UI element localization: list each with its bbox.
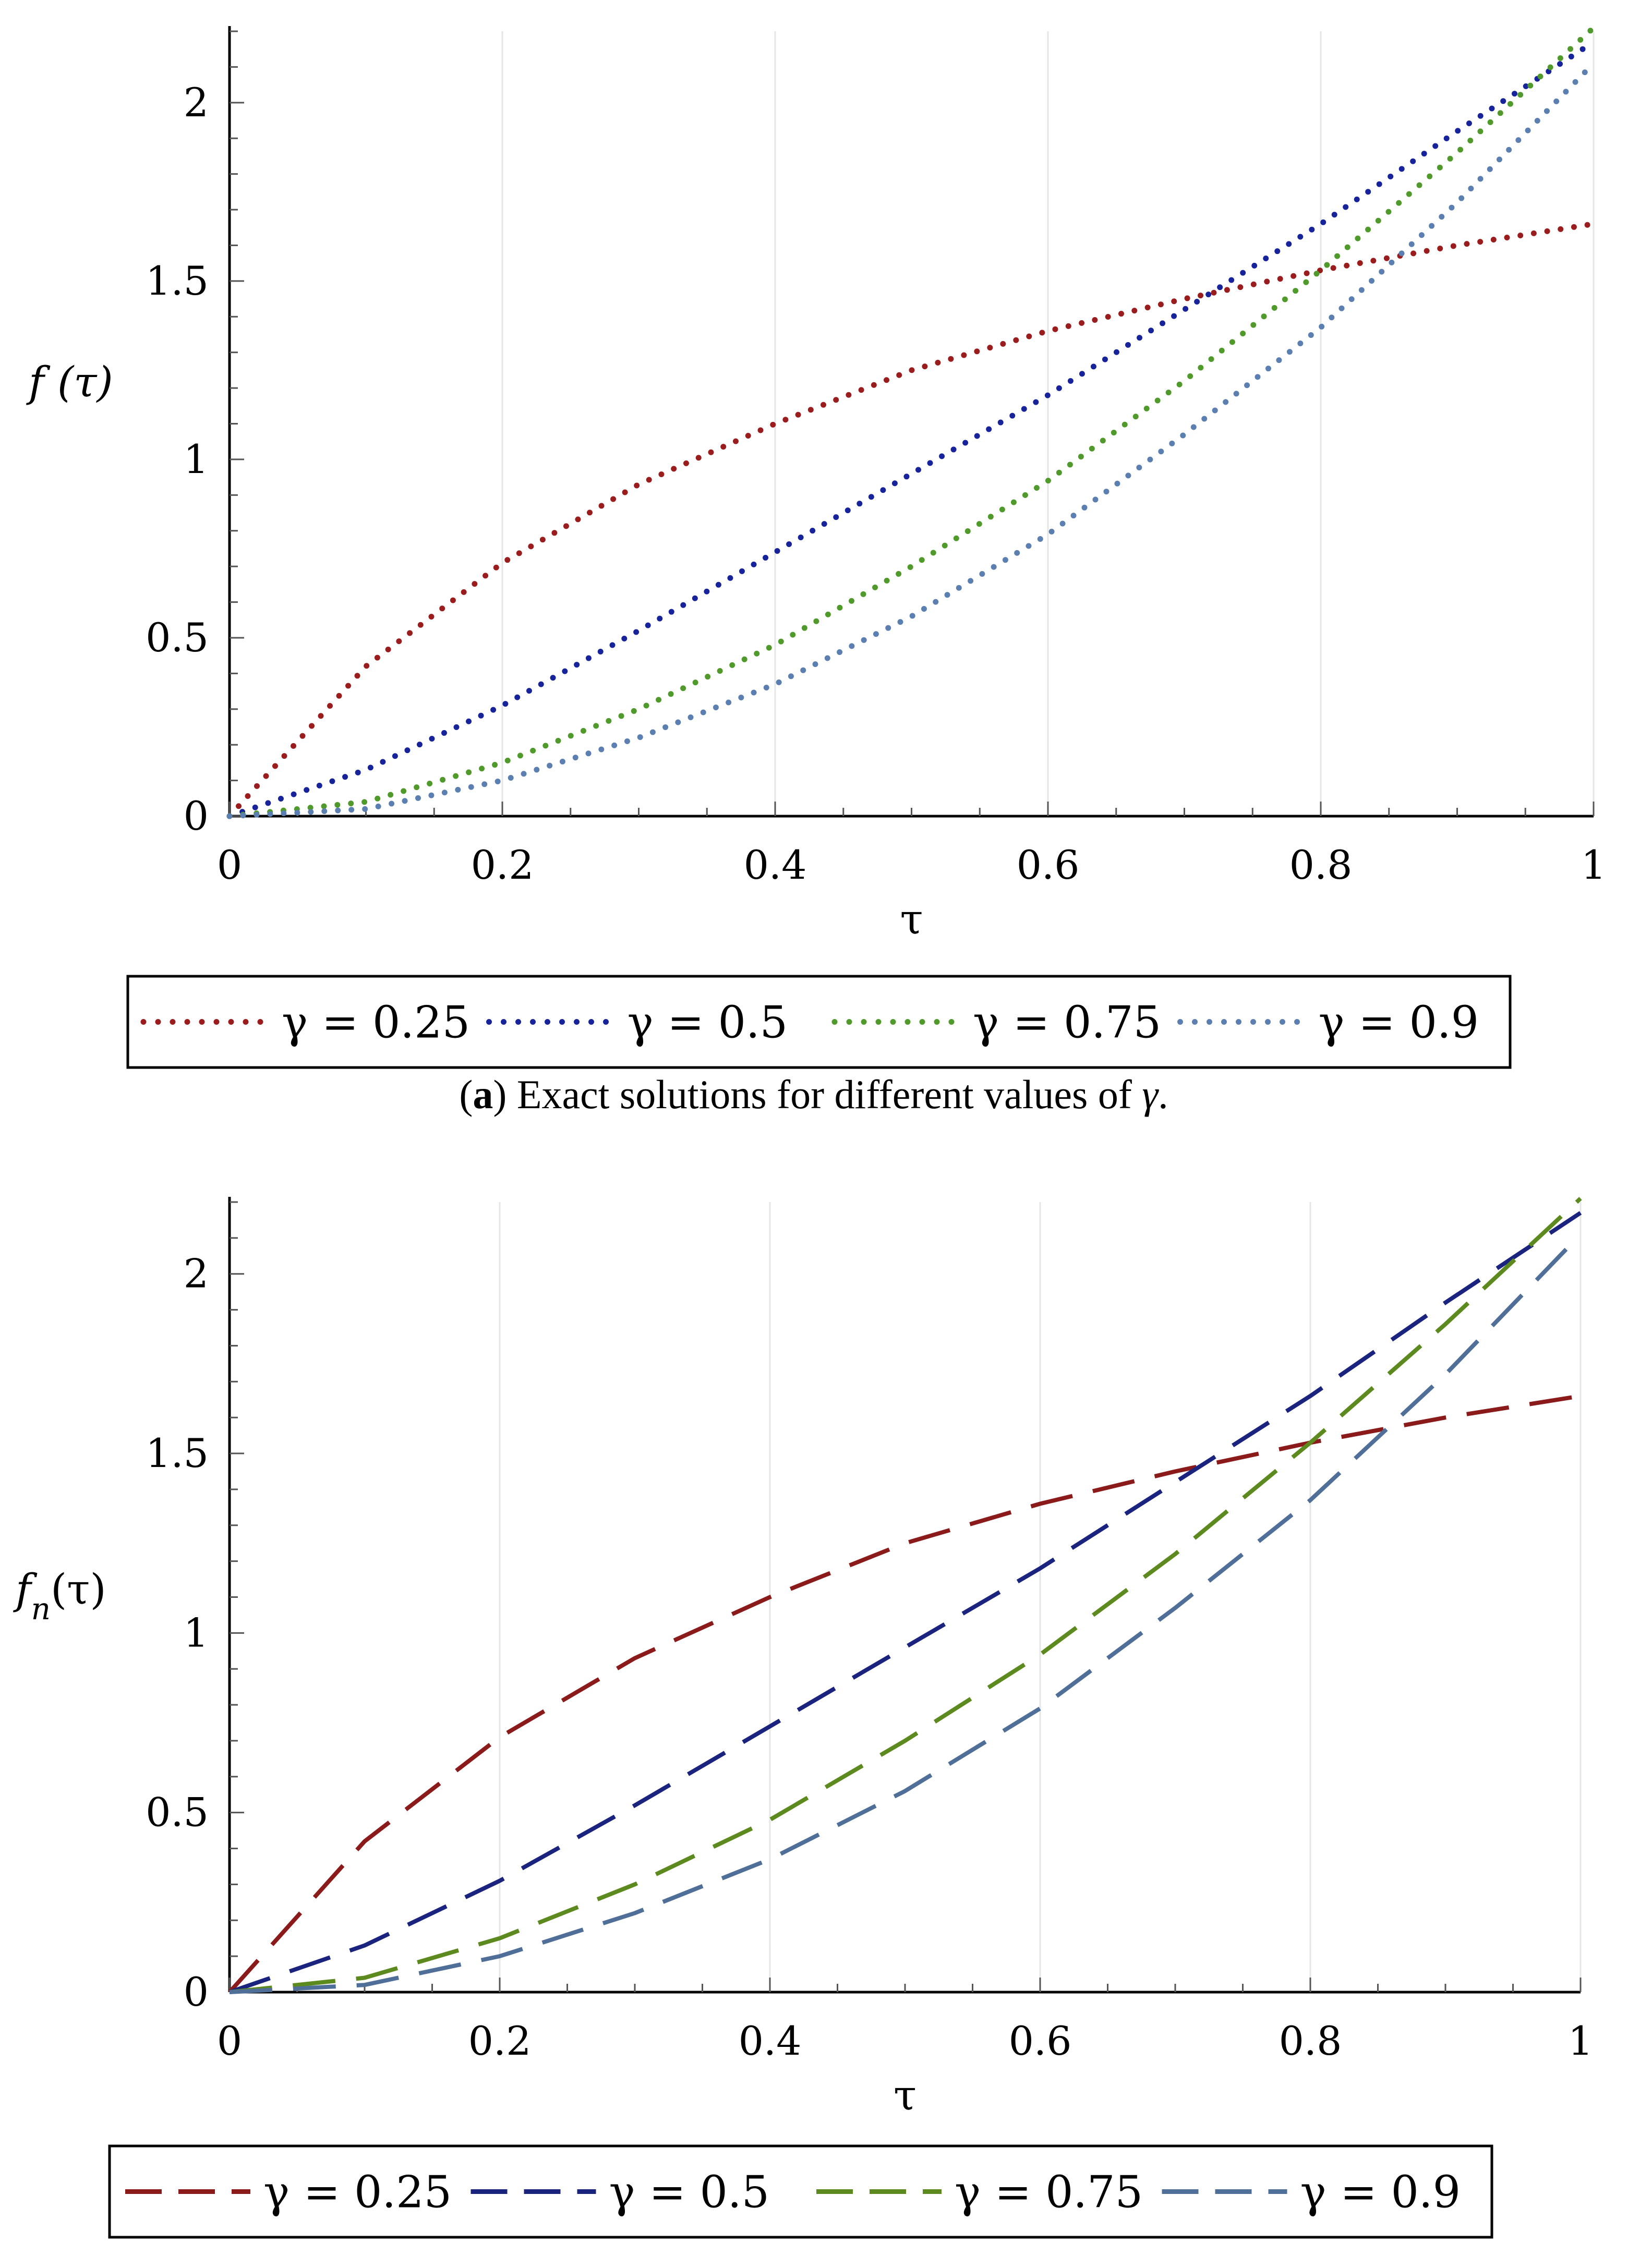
series-line-2 (226, 39, 1597, 819)
legend-label-3: γ = 0.75 (973, 997, 1161, 1048)
legend: γ = 0.25 γ = 0.5 γ = 0.75 γ = 0.9 (108, 2144, 1493, 2239)
x-tick-label: 0.6 (1017, 842, 1080, 888)
x-tick-label: 0 (217, 842, 242, 888)
y-tick-label: 1.5 (146, 1430, 209, 1476)
y-tick-label: 2 (184, 79, 209, 126)
caption-a-symbol: γ (1142, 1072, 1159, 1117)
series-line-2 (228, 1211, 1582, 1994)
y-tick-label: 0 (184, 1969, 209, 2015)
x-tick-label: 0 (217, 2018, 242, 2064)
y-tick-label: 1 (184, 1609, 209, 1656)
x-tick-label: 0.2 (468, 2018, 532, 2064)
x-tick-label: 0.8 (1279, 2018, 1342, 2064)
y-axis-label: fn(τ) (13, 1565, 106, 1627)
y-tick-label: 2 (184, 1251, 209, 1297)
legend-box (108, 2144, 1493, 2239)
legend: γ = 0.25 γ = 0.5 γ = 0.75 γ = 0.9 (126, 975, 1512, 1069)
x-tick-label: 1 (1581, 842, 1606, 888)
y-axis-label: f (τ) (26, 358, 113, 406)
series-line-3 (229, 1197, 1582, 1994)
series-line-1 (226, 221, 1597, 819)
y-tick-label: 0.5 (146, 1789, 209, 1836)
x-axis-label: τ (900, 895, 923, 943)
x-tick-label: 0.6 (1009, 2018, 1072, 2064)
legend-label-3: γ = 0.75 (955, 2167, 1143, 2218)
caption-a-end: . (1158, 1072, 1168, 1117)
legend-label-1: γ = 0.25 (282, 997, 470, 1048)
x-tick-label: 1 (1568, 2018, 1593, 2064)
x-tick-label: 0.4 (739, 2018, 802, 2064)
x-tick-label: 0.4 (744, 842, 807, 888)
y-tick-label: 1.5 (146, 258, 209, 304)
legend-label-4: γ = 0.9 (1319, 997, 1479, 1048)
caption-a: (a) Exact solutions for different values… (459, 1072, 1168, 1117)
series-line-4 (226, 60, 1597, 819)
x-tick-label: 0.2 (471, 842, 534, 888)
x-axis-label: τ (894, 2071, 916, 2119)
y-tick-label: 0.5 (146, 614, 209, 661)
series-line-3 (226, 25, 1597, 819)
caption-a-label: a (473, 1072, 493, 1117)
y-tick-label: 1 (184, 436, 209, 482)
legend-label-1: γ = 0.25 (263, 2167, 452, 2218)
legend-label-2: γ = 0.5 (609, 2167, 770, 2218)
caption-a-text: ) Exact solutions for different values o… (493, 1072, 1142, 1117)
y-tick-label: 0 (184, 793, 209, 839)
legend-label-4: γ = 0.9 (1300, 2167, 1461, 2218)
series-line-4 (229, 1233, 1582, 1994)
legend-label-2: γ = 0.5 (628, 997, 788, 1048)
series-line-1 (228, 1393, 1581, 1994)
x-tick-label: 0.8 (1289, 842, 1353, 888)
